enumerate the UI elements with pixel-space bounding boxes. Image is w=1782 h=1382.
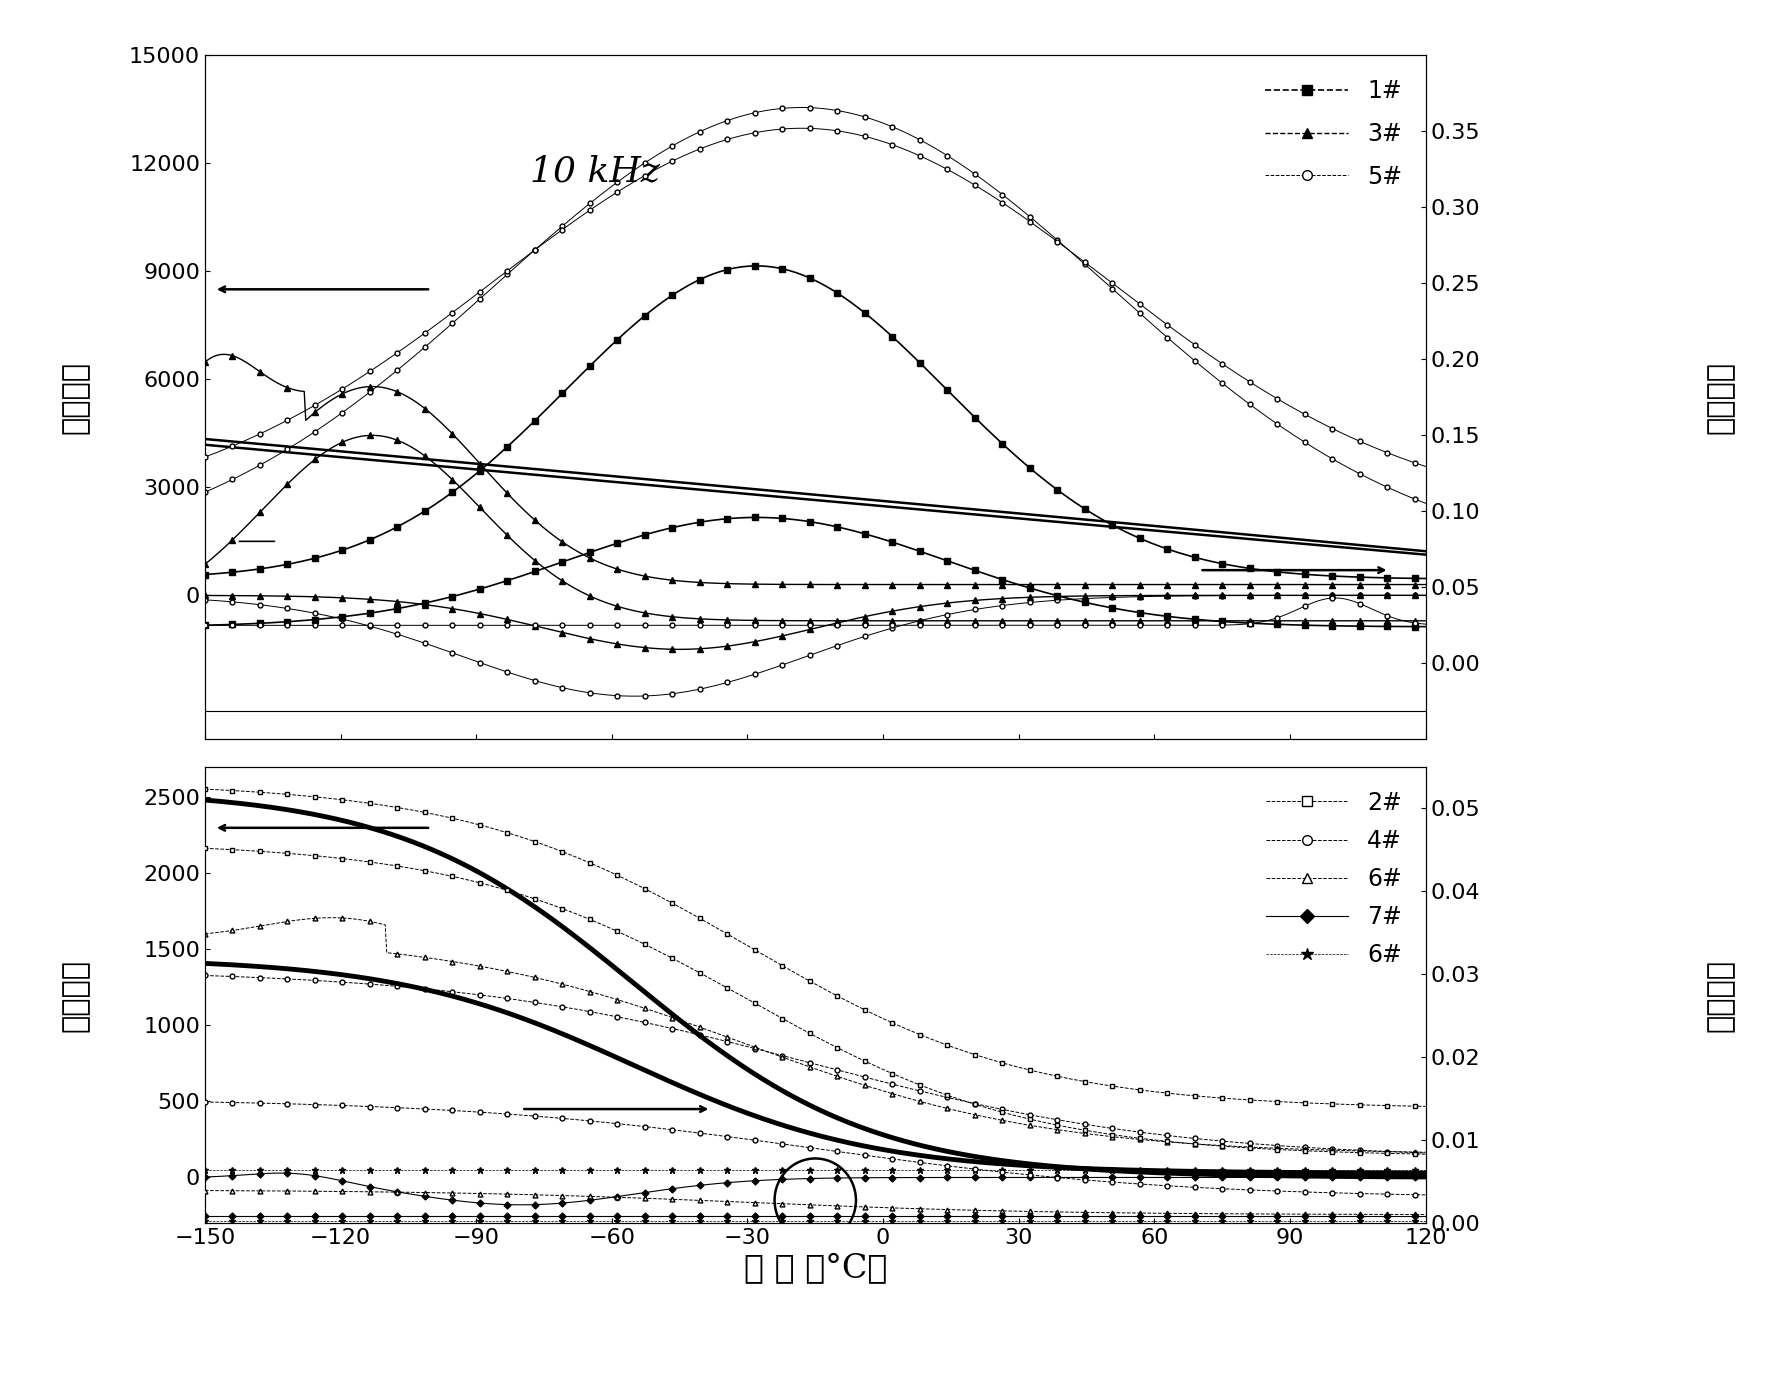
Legend: 2#, 4#, 6#, 7#, 6#: 2#, 4#, 6#, 7#, 6# bbox=[1255, 779, 1413, 978]
Text: 10 kHz: 10 kHz bbox=[531, 155, 661, 188]
Legend: 1#, 3#, 5#: 1#, 3#, 5# bbox=[1255, 68, 1413, 200]
Text: 介电损耗: 介电损耗 bbox=[1705, 361, 1734, 434]
X-axis label: 温 度 （°C）: 温 度 （°C） bbox=[743, 1253, 887, 1285]
Text: 介电常数: 介电常数 bbox=[61, 959, 89, 1031]
Text: 介电常数: 介电常数 bbox=[61, 361, 89, 434]
Text: 介电损耗: 介电损耗 bbox=[1705, 959, 1734, 1031]
